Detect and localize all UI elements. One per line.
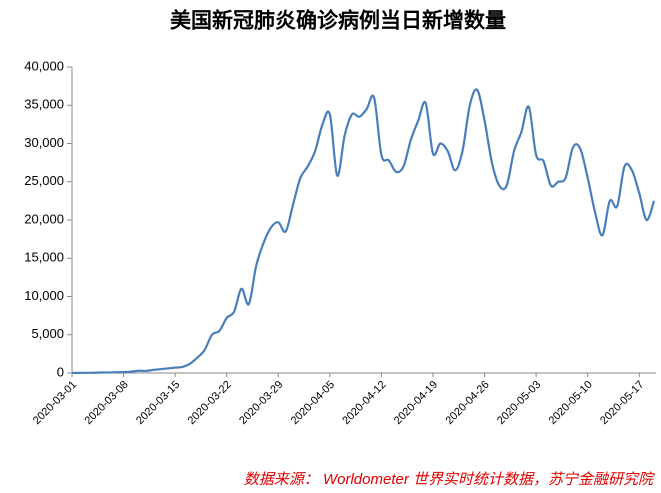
source-note: 数据来源： Worldometer 世界实时统计数据，苏宁金融研究院 — [244, 471, 655, 488]
y-tick-label: 30,000 — [24, 135, 64, 150]
x-tick-label: 2020-05-10 — [547, 379, 595, 427]
y-tick-label: 40,000 — [24, 58, 64, 73]
y-tick-label: 0 — [57, 364, 64, 379]
x-tick-label: 2020-05-03 — [495, 379, 543, 427]
x-tick-label: 2020-03-08 — [82, 379, 130, 427]
y-tick-label: 15,000 — [24, 250, 64, 265]
x-tick-label: 2020-03-01 — [31, 379, 79, 427]
data-line — [71, 88, 656, 375]
chart-title: 美国新冠肺炎确诊病例当日新增数量 — [170, 9, 506, 33]
y-tick-label: 20,000 — [24, 211, 64, 226]
x-tick-label: 2020-03-29 — [237, 379, 285, 427]
y-tick-label: 10,000 — [24, 288, 64, 303]
y-tick-label: 25,000 — [24, 173, 64, 188]
x-tick-label: 2020-04-05 — [289, 379, 337, 427]
x-tick-label: 2020-03-22 — [186, 379, 234, 427]
x-tick-label: 2020-04-26 — [443, 379, 491, 427]
x-tick-label: 2020-04-19 — [392, 379, 440, 427]
y-tick-label: 5,000 — [31, 326, 64, 341]
x-tick-label: 2020-05-17 — [598, 379, 646, 427]
y-tick-label: 35,000 — [24, 97, 64, 112]
x-tick-label: 2020-03-15 — [134, 379, 182, 427]
x-tick-label: 2020-04-12 — [340, 379, 388, 427]
